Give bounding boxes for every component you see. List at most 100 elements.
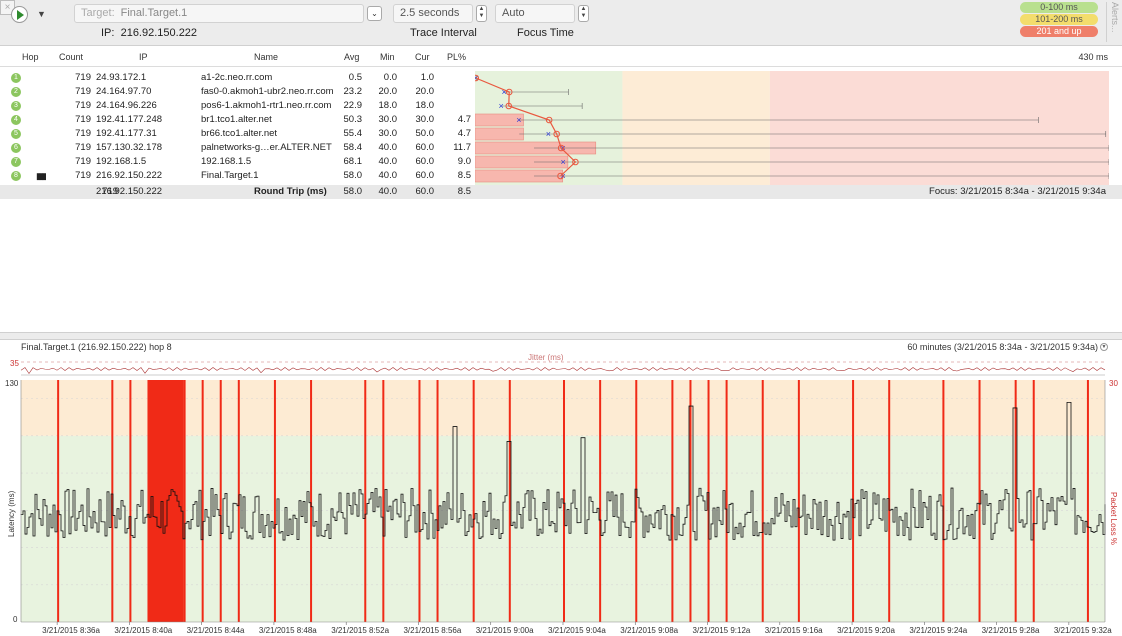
cell-cur: 30.0 xyxy=(415,114,435,125)
cell-avg: 55.4 xyxy=(343,128,363,139)
cell-cur: 50.0 xyxy=(415,128,435,139)
target-dropdown-icon[interactable]: ⌄ xyxy=(367,6,382,21)
graph-toggle-icon[interactable]: ▮▮▮ xyxy=(36,171,47,181)
hop-number: 2 xyxy=(11,87,21,97)
target-label: Target: xyxy=(81,7,115,19)
hop-table: Hop Count IP Name Avg Min Cur PL% 430 ms… xyxy=(0,47,1122,332)
packet-loss-event xyxy=(942,380,945,622)
col-min[interactable]: Min xyxy=(380,52,395,62)
packet-loss-event xyxy=(707,380,710,622)
table-row[interactable]: 4 719 192.41.177.248 br1.tco1.alter.net 50.3… xyxy=(0,113,475,127)
jitter-label: Jitter (ms) xyxy=(528,353,564,362)
cell-min: 30.0 xyxy=(378,128,398,139)
rt-label: Round Trip (ms) xyxy=(254,186,327,197)
rt-cur: 60.0 xyxy=(415,186,435,197)
chevron-down-icon[interactable]: ▼ xyxy=(37,9,46,19)
x-tick-label: 3/21/2015 8:36a xyxy=(42,626,100,635)
packet-loss-event xyxy=(436,380,439,622)
zone-101-200 xyxy=(622,71,770,185)
packet-loss-event xyxy=(599,380,602,622)
hop-number: 6 xyxy=(11,143,21,153)
packet-loss-event xyxy=(671,380,674,622)
col-count[interactable]: Count xyxy=(59,52,84,62)
ip-label: IP: xyxy=(101,27,115,39)
packet-loss-event xyxy=(761,380,764,622)
cell-count: 719 xyxy=(75,128,91,139)
zone-201-up xyxy=(769,71,1109,185)
trace-interval-input[interactable]: 2.5 seconds xyxy=(393,4,473,23)
col-avg[interactable]: Avg xyxy=(344,52,360,62)
cell-pl: 4.7 xyxy=(457,128,471,139)
trace-interval-stepper[interactable]: ▲ ▼ xyxy=(476,5,487,22)
packet-loss-event xyxy=(364,380,367,622)
packet-loss-event xyxy=(689,380,692,622)
avg-point xyxy=(557,144,565,152)
hop-number: 8 xyxy=(11,171,21,181)
packet-loss-event xyxy=(563,380,565,622)
cell-count: 719 xyxy=(75,100,91,111)
play-button[interactable] xyxy=(11,6,28,23)
range-chevron-icon[interactable]: ▼ xyxy=(1100,343,1108,351)
table-row[interactable]: 1 719 24.93.172.1 a1-2c.neo.rr.com 0.5 0.0 1.0 xyxy=(0,71,475,85)
x-tick-label: 3/21/2015 9:24a xyxy=(909,626,967,635)
y-right-label: Packet Loss % xyxy=(1109,492,1118,545)
legend-green: 0-100 ms xyxy=(1020,2,1098,13)
cell-avg: 68.1 xyxy=(343,156,363,167)
packet-loss-event xyxy=(183,380,186,622)
cell-name: pos6-1.akmoh1-rtr1.neo.rr.com xyxy=(201,100,332,111)
cell-pl: 4.7 xyxy=(457,114,471,125)
legend-yellow: 101-200 ms xyxy=(1020,14,1098,25)
col-name[interactable]: Name xyxy=(254,52,279,62)
hop-number: 7 xyxy=(11,157,21,167)
table-row[interactable]: 5 719 192.41.177.31 br66.tco1.alter.net 55.4… xyxy=(0,127,475,141)
focus-time-input[interactable]: Auto xyxy=(495,4,575,23)
col-ip[interactable]: IP xyxy=(139,52,148,62)
x-tick-label: 3/21/2015 9:04a xyxy=(548,626,606,635)
packet-loss-event xyxy=(201,380,204,622)
cell-min: 40.0 xyxy=(378,142,398,153)
graph-title: Final.Target.1 (216.92.150.222) hop 8 xyxy=(21,342,172,352)
graph-range[interactable]: 60 minutes (3/21/2015 8:34a - 3/21/2015 … xyxy=(907,342,1098,352)
table-row[interactable]: 8 719 216.92.150.222 Final.Target.1 58.0 40.0… xyxy=(0,169,475,183)
round-trip-row: 719 216.92.150.222 Round Trip (ms) 58.0 … xyxy=(0,185,1122,199)
packet-loss-event xyxy=(129,380,132,622)
target-value: Final.Target.1 xyxy=(120,7,188,19)
y-left-label: Latency (ms) xyxy=(7,490,16,537)
table-row[interactable]: 2 719 24.164.97.70 fas0-0.akmoh1-ubr2.neo.r… xyxy=(0,85,475,99)
col-pl[interactable]: PL% xyxy=(447,52,467,62)
current-marker: × xyxy=(560,143,565,153)
cell-ip: 216.92.150.222 xyxy=(96,170,163,181)
avg-point xyxy=(505,102,513,110)
target-input[interactable]: Target: Final.Target.1 xyxy=(74,4,364,23)
y-left-min: 0 xyxy=(13,615,18,624)
table-row[interactable]: 7 719 192.168.1.5 192.168.1.5 68.1 40.0 60.0 9.… xyxy=(0,155,475,169)
x-tick-label: 3/21/2015 8:40a xyxy=(114,626,172,635)
avg-point xyxy=(557,172,564,180)
packet-loss-event xyxy=(418,380,421,622)
current-marker: × xyxy=(499,101,504,111)
cell-name: a1-2c.neo.rr.com xyxy=(201,72,273,83)
packet-loss-event xyxy=(978,380,981,622)
table-row[interactable]: 6 719 157.130.32.178 palnetworks-g…er.ALTER… xyxy=(0,141,475,155)
packet-loss-event xyxy=(725,380,728,622)
ip-value: 216.92.150.222 xyxy=(120,27,198,39)
packet-loss-event xyxy=(219,380,222,622)
ip-display: IP: 216.92.150.222 xyxy=(101,27,197,39)
avg-point xyxy=(545,116,553,124)
cell-name: Final.Target.1 xyxy=(201,170,259,181)
jitter-line xyxy=(20,367,1106,375)
packet-loss-event xyxy=(1032,380,1035,622)
col-hop[interactable]: Hop xyxy=(22,52,39,62)
legend-red: 201 and up xyxy=(1020,26,1098,37)
packet-loss-event xyxy=(797,380,800,622)
cell-name: br66.tco1.alter.net xyxy=(201,128,278,139)
split-divider[interactable] xyxy=(0,332,1122,340)
focus-time-value: Auto xyxy=(502,7,525,19)
table-row[interactable]: 3 719 24.164.96.226 pos6-1.akmoh1-rtr1.neo.… xyxy=(0,99,475,113)
col-cur[interactable]: Cur xyxy=(415,52,430,62)
jitter-max-label: 35 xyxy=(10,359,19,368)
focus-time-stepper[interactable]: ▲ ▼ xyxy=(578,5,589,22)
x-tick-label: 3/21/2015 8:48a xyxy=(259,626,317,635)
alerts-button[interactable]: Alerts... xyxy=(1106,2,1120,42)
y-left-max: 130 xyxy=(5,379,19,388)
